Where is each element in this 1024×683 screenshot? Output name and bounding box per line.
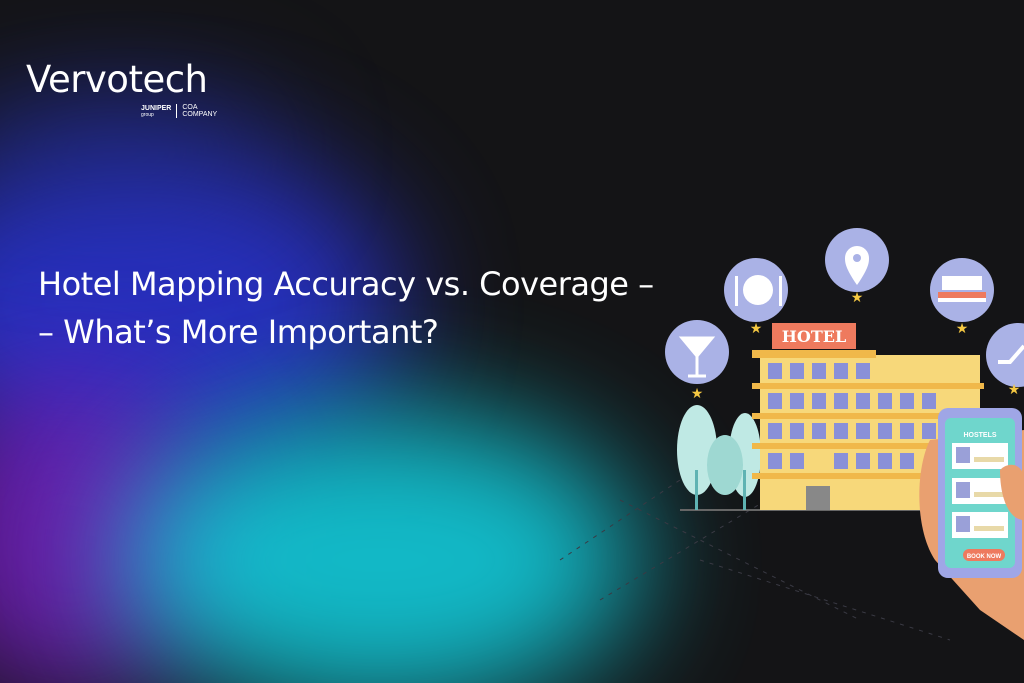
hotel-sign: HOTEL: [782, 327, 846, 346]
svg-text:★: ★: [851, 289, 864, 305]
bed-icon: ★: [930, 258, 994, 336]
title-line-2: – What’s More Important?: [38, 313, 439, 351]
phone-header: HOSTELS: [963, 432, 996, 439]
svg-text:★: ★: [1008, 381, 1021, 397]
trees: [677, 405, 761, 510]
book-now-label: BOOK NOW: [967, 554, 1002, 560]
dining-icon: ★: [724, 258, 788, 336]
escalator-icon: ★: [986, 323, 1024, 397]
cocktail-icon: ★: [665, 320, 729, 401]
svg-text:★: ★: [956, 320, 969, 336]
book-now-button: [963, 549, 1005, 561]
svg-text:★: ★: [691, 385, 704, 401]
juniper-label: JUNIPER: [141, 104, 172, 112]
divider: [176, 104, 178, 118]
svg-text:★: ★: [750, 320, 763, 336]
logo-tagline: JUNIPER group COA COMPANY: [141, 104, 217, 118]
juniper-sub: group: [141, 111, 154, 118]
page-title: Hotel Mapping Accuracy vs. Coverage – – …: [38, 260, 654, 356]
company-label: COMPANY: [182, 111, 218, 118]
location-pin-icon: ★: [825, 228, 889, 305]
coa-label: COA: [182, 104, 198, 111]
phone-in-hand: HOSTELS BOOK NOW: [919, 408, 1024, 640]
title-line-1: Hotel Mapping Accuracy vs. Coverage –: [38, 265, 654, 303]
vervotech-logo: Vervotech JUNIPER group COA COMPANY: [26, 58, 217, 118]
logo-wordmark: Vervotech: [26, 58, 208, 101]
